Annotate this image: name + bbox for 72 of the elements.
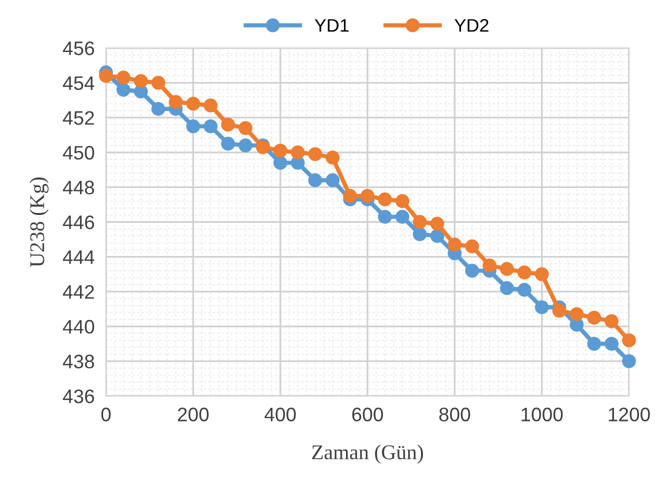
point [204,119,218,134]
point [221,136,235,151]
point [308,173,322,188]
point [151,76,166,90]
point [360,188,374,203]
point [587,336,602,351]
x-tick-label: 0 [101,408,111,422]
point [326,150,340,165]
point [168,94,183,109]
y-tick-label: 450 [62,146,94,160]
x-tick-label: 600 [352,408,383,422]
point [151,102,166,116]
point [395,194,410,208]
point [517,282,532,297]
point [116,70,130,85]
point [500,281,514,296]
y-tick-label: 436 [62,389,94,404]
point [587,310,602,325]
x-axis-title: Zaman (Gün) [312,444,423,464]
point [412,227,427,242]
y-axis-title: U238 (Kg) [30,177,49,267]
point [378,192,392,206]
point [570,307,584,322]
point [290,145,305,160]
y-tick-label: 438 [62,354,94,368]
point [517,266,532,280]
point [465,264,480,278]
point [273,156,288,170]
point [552,304,566,318]
y-tick-label: 452 [62,111,94,125]
point [482,258,496,272]
point [500,262,514,276]
point [622,333,636,348]
point [604,336,619,351]
y-tick-label: 440 [62,320,94,334]
x-tick-label: 400 [264,408,296,422]
legend-label: YD2 [454,19,488,32]
point [430,228,444,243]
point [186,119,200,134]
point [622,354,636,368]
point [134,74,148,88]
x-tick-label: 1000 [522,408,563,422]
point [604,314,619,328]
point [534,267,549,282]
point [273,144,288,158]
point [395,210,410,224]
point [204,98,218,112]
x-tick-label: 200 [178,408,209,422]
point [343,188,358,203]
x-tick-label: 800 [439,408,470,422]
point [378,210,392,224]
y-tick-label: 442 [62,285,94,299]
y-tick-label: 446 [62,215,94,230]
x-tick-label: 1200 [608,408,650,422]
point [116,82,130,97]
point [534,300,549,314]
y-tick-label: 448 [62,180,94,194]
point [326,173,340,188]
point [448,238,462,252]
point [186,96,200,111]
y-tick-label: 456 [62,41,94,56]
point [238,121,252,135]
point [465,239,480,254]
point [430,216,444,231]
point [99,68,113,83]
point [308,147,322,162]
y-tick-label: 454 [62,76,94,90]
legend-label: YD1 [314,19,349,32]
point [221,118,235,132]
point [412,215,427,229]
y-tick-label: 444 [62,250,94,264]
point [238,138,252,152]
